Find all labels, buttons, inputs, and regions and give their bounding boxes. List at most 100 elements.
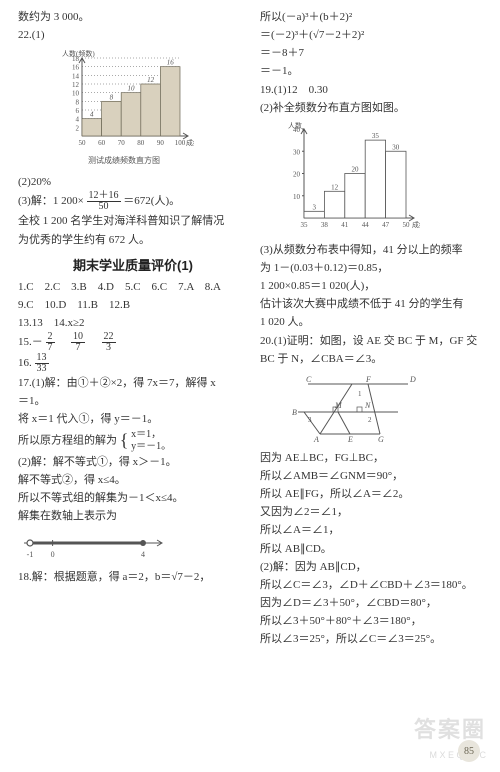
text-line: 1 200×0.85＝1 020(人)， — [260, 277, 490, 295]
text-line: (2)解：解不等式①，得 x＞－1。 — [18, 453, 248, 471]
text-line: 所以∠3＝25°，所以∠C＝∠3＝25°。 — [260, 630, 490, 648]
text-line: (2)解：因为 AB∥CD， — [260, 558, 490, 576]
text-line: 17.(1)解：由①＋②×2，得 7x＝7，解得 x — [18, 374, 248, 392]
text-line: 所以 AE∥FG，所以∠A＝∠2。 — [260, 485, 490, 503]
svg-text:20: 20 — [352, 165, 360, 173]
svg-text:人数(频数): 人数(频数) — [62, 49, 95, 58]
svg-text:50: 50 — [403, 221, 411, 229]
text-line: 为 1－(0.03＋0.12)＝0.85， — [260, 259, 490, 277]
fraction: 1333 — [35, 353, 49, 374]
text-line: 解不等式②，得 x≤4。 — [18, 471, 248, 489]
svg-text:4: 4 — [76, 116, 80, 124]
svg-text:16: 16 — [167, 59, 175, 67]
text-line: 18.解：根据题意，得 a＝2，b＝√7－2， — [18, 568, 248, 586]
svg-text:30: 30 — [392, 143, 400, 151]
text-line: ＝(－2)³＋(√7－2＋2)² — [260, 26, 490, 44]
svg-text:A: A — [313, 435, 319, 442]
text — [88, 336, 99, 348]
text-line: 又因为∠2＝∠1， — [260, 503, 490, 521]
text-line: ＝－1。 — [260, 62, 490, 80]
text-line: 所以不等式组的解集为－1＜x≤4。 — [18, 489, 248, 507]
fraction: 27 — [46, 332, 55, 353]
svg-text:10: 10 — [128, 85, 136, 93]
text — [57, 336, 68, 348]
svg-text:2: 2 — [76, 125, 80, 133]
text-line: 所以∠A＝∠1， — [260, 521, 490, 539]
brace-icon: { — [120, 435, 129, 446]
text-line: ＝1。 — [18, 392, 248, 410]
svg-text:成绩/分: 成绩/分 — [186, 138, 194, 147]
text-line: 16. 1333 — [18, 353, 248, 374]
section-title: 期末学业质量评价(1) — [18, 255, 248, 274]
text-line: ＝－8＋7 — [260, 44, 490, 62]
fraction: 223 — [102, 332, 116, 353]
svg-text:4: 4 — [141, 550, 145, 559]
text-line: 22.(1) — [18, 26, 248, 44]
svg-text:1: 1 — [358, 390, 362, 398]
text-line: 所以(－a)³＋(b＋2)² — [260, 8, 490, 26]
svg-text:35: 35 — [301, 221, 309, 229]
svg-text:6: 6 — [76, 107, 80, 115]
svg-text:12: 12 — [331, 183, 339, 191]
text-line: 全校 1 200 名学生对海洋科普知识了解情况 — [18, 212, 248, 230]
text: 所以原方程组的解为 — [18, 434, 117, 446]
svg-text:44: 44 — [362, 221, 370, 229]
svg-text:0: 0 — [51, 550, 55, 559]
svg-text:3: 3 — [312, 203, 316, 211]
text-line: 估计该次大赛中成绩不低于 41 分的学生有 — [260, 295, 490, 313]
text: (3)解：1 200× — [18, 195, 84, 207]
text-line: 因为∠D＝∠3＋50°，∠CBD＝80°， — [260, 594, 490, 612]
text-line: (3)解：1 200× 12＋16 50 ＝672(人)。 — [18, 191, 248, 212]
svg-text:47: 47 — [382, 221, 390, 229]
text-line: 19.(1)12 0.30 — [260, 81, 490, 99]
svg-text:测试成绩频数直方图: 测试成绩频数直方图 — [88, 155, 160, 165]
svg-text:70: 70 — [118, 139, 126, 147]
svg-text:-1: -1 — [27, 550, 34, 559]
fraction: 107 — [71, 332, 85, 353]
svg-text:人数: 人数 — [288, 121, 302, 130]
svg-text:50: 50 — [79, 139, 87, 147]
svg-text:M: M — [334, 401, 343, 410]
svg-text:14: 14 — [72, 73, 80, 81]
svg-text:80: 80 — [137, 139, 145, 147]
svg-text:E: E — [347, 435, 353, 442]
text-line: 解集在数轴上表示为 — [18, 507, 248, 525]
svg-text:N: N — [364, 401, 371, 410]
page-number: 85 — [458, 740, 480, 762]
svg-text:G: G — [378, 435, 384, 442]
text-line: 将 x＝1 代入①，得 y＝－1。 — [18, 410, 248, 428]
watermark-text: 答案圈 — [414, 712, 486, 744]
svg-text:成绩/分: 成绩/分 — [412, 220, 420, 229]
text-line: 15.－ 27 107 223 — [18, 332, 248, 353]
text-line: 所以 AB∥CD。 — [260, 540, 490, 558]
text-line: 13.13 14.x≥2 — [18, 314, 248, 332]
svg-text:41: 41 — [341, 221, 349, 229]
svg-text:16: 16 — [72, 64, 80, 72]
svg-text:90: 90 — [157, 139, 165, 147]
text-line: 20.(1)证明：如图，设 AE 交 BC 于 M，GF 交 — [260, 332, 490, 350]
geometry-diagram: CFDBMNAEG123 — [290, 372, 490, 445]
histogram-chart-1: 24681012141618481012165060708090100成绩/分人… — [54, 46, 248, 169]
svg-text:60: 60 — [98, 139, 106, 147]
svg-text:12: 12 — [72, 81, 80, 89]
svg-text:30: 30 — [293, 148, 301, 156]
fraction: 12＋16 50 — [87, 191, 121, 212]
left-column: 数约为 3 000。 22.(1) 2468101214161848101216… — [18, 8, 248, 764]
svg-text:10: 10 — [72, 90, 80, 98]
text-line: 所以∠AMB＝∠GNM＝90°， — [260, 467, 490, 485]
svg-text:8: 8 — [110, 94, 114, 102]
text-line: BC 于 N，∠CBA＝∠3。 — [260, 350, 490, 368]
text-line: 9.C 10.D 11.B 12.B — [18, 296, 248, 314]
svg-text:B: B — [292, 408, 297, 417]
text-line: 所以∠3＋50°＋80°＋∠3＝180°， — [260, 612, 490, 630]
text-line: (3)从频数分布表中得知，41 分以上的频率 — [260, 241, 490, 259]
text-line: 数约为 3 000。 — [18, 8, 248, 26]
svg-text:F: F — [365, 375, 371, 384]
right-column: 所以(－a)³＋(b＋2)² ＝(－2)³＋(√7－2＋2)² ＝－8＋7 ＝－… — [260, 8, 490, 764]
svg-text:100: 100 — [175, 139, 186, 147]
histogram-chart-2: 10203040312203530353841444750成绩/分人数 — [280, 119, 490, 237]
svg-text:20: 20 — [293, 170, 301, 178]
number-line: -1 0 4 — [18, 529, 248, 562]
svg-text:D: D — [409, 375, 416, 384]
text-line: 1 020 人。 — [260, 313, 490, 331]
